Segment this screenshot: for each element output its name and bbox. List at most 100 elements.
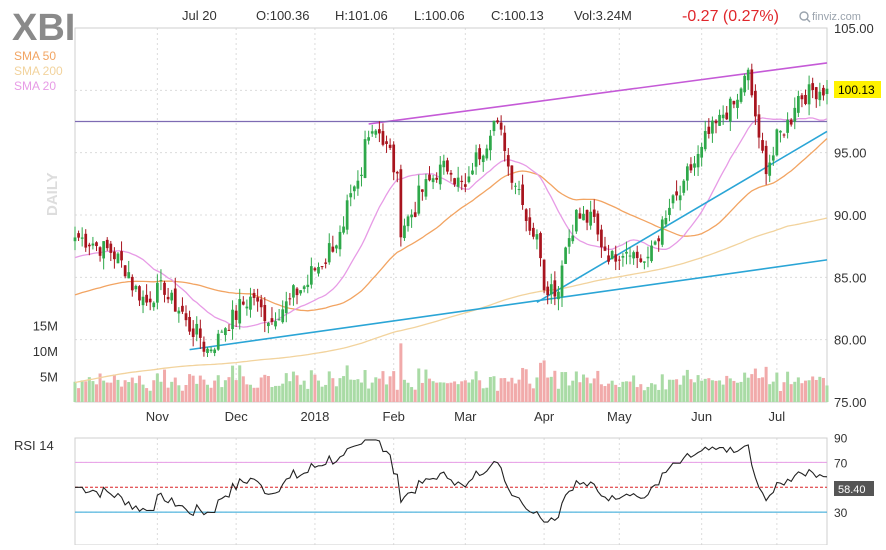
candle-body <box>474 152 478 167</box>
volume-bar <box>306 388 310 402</box>
timeframe-label: DAILY <box>44 172 61 216</box>
candle-body <box>130 276 134 291</box>
candle-body <box>399 169 403 238</box>
candle-body <box>804 94 807 105</box>
volume-bar <box>689 379 693 402</box>
candle-body <box>578 213 582 219</box>
volume-bar <box>266 376 270 402</box>
candle-body <box>453 178 456 185</box>
candle-body <box>739 88 743 102</box>
volume-bar <box>173 377 177 402</box>
volume-bar <box>675 379 679 402</box>
candle-body <box>385 141 388 144</box>
volume-bar <box>642 390 646 402</box>
volume-bar <box>320 386 324 402</box>
volume-bar <box>374 377 378 402</box>
trendline <box>189 259 828 351</box>
y-tick-label: 80.00 <box>834 333 867 348</box>
volume-bar <box>660 374 664 402</box>
volume-bar <box>424 369 428 402</box>
candle-body <box>499 122 503 130</box>
volume-bar <box>284 373 288 402</box>
candle-body <box>313 268 317 271</box>
volume-bar <box>184 385 188 402</box>
volume-bar <box>453 381 457 402</box>
volume-bar <box>678 384 682 402</box>
volume-bar <box>553 370 557 402</box>
x-tick-label: May <box>607 409 632 424</box>
candle-body <box>732 100 736 105</box>
volume-bar <box>385 384 389 402</box>
candle-body <box>288 298 292 300</box>
volume-bar <box>696 375 700 402</box>
volume-bar <box>807 380 811 402</box>
volume-bar <box>367 388 371 402</box>
rsi-panel <box>75 439 828 523</box>
volume-bar <box>359 382 363 402</box>
volume-bar <box>120 386 124 402</box>
sma-50-line <box>74 138 828 312</box>
rsi-tick-label: 90 <box>834 431 848 445</box>
volume-bar <box>288 381 292 402</box>
volume-bar <box>188 374 192 402</box>
volume-readout: Vol:3.24M <box>574 8 632 23</box>
candle-body <box>184 313 188 321</box>
volume-bar <box>753 368 757 402</box>
volume-bar <box>410 387 414 402</box>
volume-bar <box>768 384 772 402</box>
volume-bar <box>202 379 206 402</box>
volume-bar <box>761 377 765 402</box>
volume-bar <box>571 380 575 402</box>
volume-bar <box>356 379 360 402</box>
candle-body <box>123 265 127 277</box>
volume-bar <box>381 371 385 402</box>
volume-bar <box>159 381 163 402</box>
candle-body <box>284 301 288 314</box>
candle-body <box>188 317 191 332</box>
candle-body <box>446 160 449 172</box>
volume-bar <box>499 378 503 402</box>
volume-bar <box>73 381 77 402</box>
candle-body <box>120 251 123 261</box>
candle-body <box>127 272 131 279</box>
candle-body <box>198 328 202 338</box>
volume-bar <box>277 385 281 402</box>
candle-body <box>327 243 331 263</box>
candle-body <box>116 253 120 264</box>
candle-body <box>796 96 800 113</box>
volume-bar <box>91 381 95 402</box>
volume-bar <box>252 387 256 402</box>
volume-bar <box>735 382 739 402</box>
volume-bar <box>299 384 303 402</box>
volume-bar <box>510 377 514 402</box>
candle-body <box>542 259 546 291</box>
candle-body <box>156 282 159 303</box>
volume-bar <box>739 381 743 402</box>
volume-bar <box>546 377 550 402</box>
candle-body <box>77 233 80 238</box>
volume-bar <box>413 389 417 402</box>
candle-body <box>241 301 245 305</box>
candle-body <box>653 241 657 245</box>
candle-body <box>725 112 729 120</box>
candle-body <box>589 211 593 226</box>
candle-body <box>643 261 646 263</box>
candle-body <box>345 200 349 230</box>
volume-bar <box>428 378 432 402</box>
volume-bar <box>245 384 249 402</box>
volume-bar <box>98 373 102 402</box>
volume-bar <box>309 370 313 402</box>
candle-body <box>635 251 639 259</box>
volume-bar <box>796 377 800 402</box>
candle-body <box>693 163 696 168</box>
candle-body <box>224 328 227 336</box>
volume-bar <box>764 366 768 402</box>
volume-bar <box>789 384 793 402</box>
candle-body <box>91 243 95 246</box>
volume-bar <box>700 380 704 402</box>
volume-bar <box>793 381 797 402</box>
candle-body <box>628 255 632 257</box>
volume-bar <box>130 377 134 402</box>
finviz-logo[interactable]: finviz.com <box>812 11 861 23</box>
candle-body <box>263 304 267 322</box>
